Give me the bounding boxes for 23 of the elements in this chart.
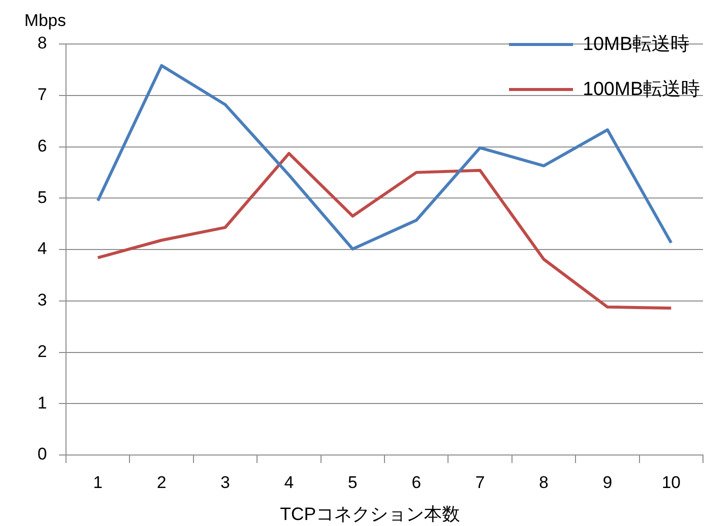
y-tick-label: 4 (38, 239, 47, 258)
x-tick-label: 9 (602, 472, 612, 492)
y-tick-label: 3 (38, 290, 47, 310)
y-tick-label: 8 (38, 34, 47, 53)
x-tick-label: 4 (284, 472, 294, 492)
x-tick-label: 6 (412, 472, 422, 492)
legend-label: 100MB転送時 (582, 78, 700, 102)
x-tick-label: 3 (220, 472, 230, 492)
y-tick-label: 1 (38, 393, 47, 412)
x-tick-label: 1 (93, 472, 103, 492)
x-tick-label: 2 (156, 472, 166, 492)
y-tick-label: 7 (38, 85, 47, 104)
x-axis-title: TCPコネクション本数 (279, 503, 461, 526)
x-tick-label: 5 (348, 472, 358, 492)
legend-label: 10MB転送時 (582, 32, 690, 56)
y-tick-label: 0 (38, 444, 47, 464)
y-tick-label: 5 (38, 188, 47, 207)
y-axis-title: Mbps (23, 10, 66, 32)
x-tick-label: 7 (475, 472, 485, 492)
y-tick-label: 2 (38, 342, 47, 361)
y-tick-label: 6 (38, 136, 47, 156)
x-tick-label: 10 (662, 472, 681, 492)
x-tick-label: 8 (539, 472, 548, 492)
